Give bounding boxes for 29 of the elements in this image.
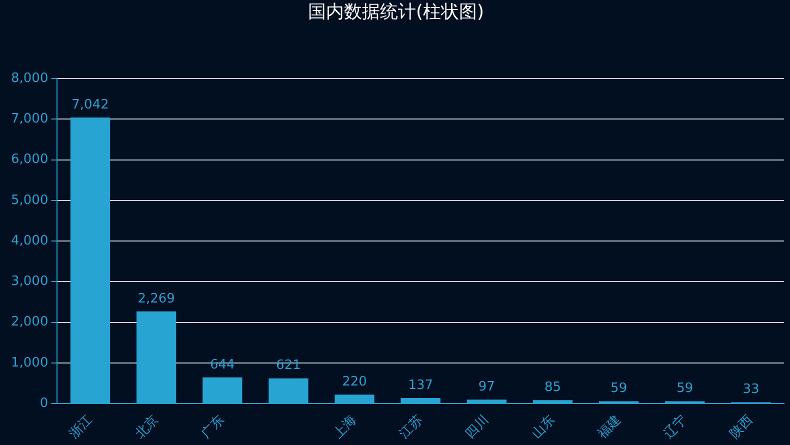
y-tick-label: 0 xyxy=(40,396,48,411)
data-label: 97 xyxy=(478,380,495,395)
data-label: 85 xyxy=(544,380,562,396)
x-tick-label: 北京 xyxy=(132,412,162,442)
y-tick-label: 4,000 xyxy=(11,233,48,248)
y-tick-label: 6,000 xyxy=(11,152,48,168)
x-tick-label: 上海 xyxy=(330,412,360,442)
y-tick-label: 7,000 xyxy=(11,112,48,127)
data-label: 2,269 xyxy=(138,291,175,306)
data-label: 33 xyxy=(742,382,760,398)
x-tick-label: 辽宁 xyxy=(660,412,690,442)
x-tick-label: 福建 xyxy=(595,412,624,442)
data-label: 7,042 xyxy=(72,97,109,112)
y-tick-label: 8,000 xyxy=(11,70,48,86)
x-tick-label: 四川 xyxy=(462,412,492,442)
x-tick-label: 陕西 xyxy=(727,412,756,442)
x-tick-label: 广东 xyxy=(198,412,228,442)
x-tick-label: 江苏 xyxy=(396,412,426,442)
data-label: 59 xyxy=(676,381,694,396)
y-tick-label: 1,000 xyxy=(11,355,48,370)
data-label: 137 xyxy=(408,378,434,393)
y-tick-label: 5,000 xyxy=(11,192,48,208)
chart-title: 国内数据统计(柱状图) xyxy=(308,1,484,22)
y-tick-label: 2,000 xyxy=(11,314,48,330)
data-label: 220 xyxy=(342,374,367,390)
y-tick-label: 3,000 xyxy=(11,274,48,290)
data-label: 59 xyxy=(610,381,628,396)
x-tick-label: 浙江 xyxy=(66,412,96,442)
x-tick-label: 山东 xyxy=(528,412,558,442)
